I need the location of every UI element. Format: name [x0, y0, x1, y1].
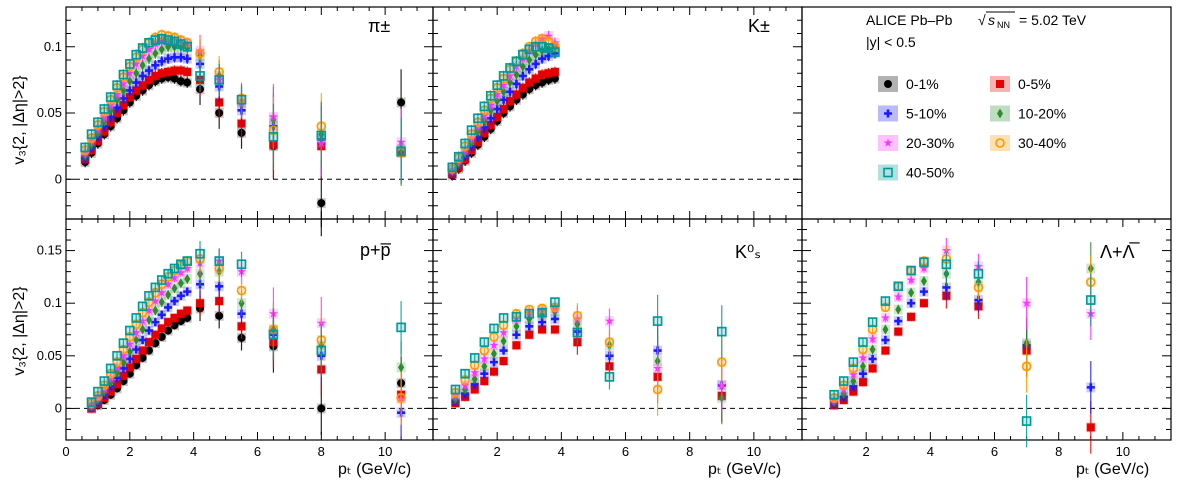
data-point [183, 68, 191, 76]
y-tick-label: 0 [55, 171, 62, 186]
data-point [859, 378, 867, 386]
panel-title: K± [748, 16, 770, 36]
data-point [525, 331, 533, 339]
panel-5: 2 4 6 8 10 Λ+Λ̅ [802, 219, 1171, 459]
legend-header-rapidity: |y| < 0.5 [866, 34, 916, 50]
y-axis-label-bottom-text: v₃{2, |Δη|>2} [11, 286, 28, 376]
x-tick-label: 8 [686, 444, 693, 459]
panel-title: π± [368, 16, 390, 36]
data-point [920, 299, 928, 307]
panel-2: K± [433, 7, 802, 219]
legend-item-30-40%: 30-40% [990, 135, 1066, 151]
panels: 0 0.05 0.1 π± K± 0 2 4 6 8 10 0 0.05 0.1 0.15 p+p̅ 2 4 6 8 1… [37, 7, 1171, 459]
legend-label: 5-10% [906, 106, 946, 122]
legend-label: 10-20% [1018, 106, 1066, 122]
panel-3: 0 2 4 6 8 10 0 0.05 0.1 0.15 p+p̅ [37, 219, 433, 459]
panel-4: 2 4 6 8 10 K⁰ₛ [433, 219, 802, 459]
legend-frame [802, 7, 1171, 219]
legend-marker [884, 80, 892, 88]
x-tick-label: 4 [558, 444, 565, 459]
data-point [551, 68, 559, 76]
x-tick-label: 8 [318, 444, 325, 459]
y-tick-label: 0.1 [44, 39, 62, 54]
data-point [196, 299, 204, 307]
data-point [512, 341, 520, 349]
series-0-5% [830, 283, 1096, 453]
legend-label: 0-1% [906, 76, 939, 92]
x-tick-label: 10 [747, 444, 761, 459]
x-axis-label-1: pₜ (GeV/c) [338, 461, 411, 478]
energy-value: = 5.02 TeV [1019, 12, 1087, 28]
series-0-5% [87, 288, 406, 421]
panel-title: Λ+Λ̅ [1100, 242, 1141, 262]
sqrt-symbol: √ [978, 12, 986, 28]
legend-label: 40-50% [906, 165, 954, 181]
energy-label: √ s NN = 5.02 TeV [978, 12, 1087, 30]
data-point [490, 368, 498, 376]
data-point [317, 404, 325, 412]
panel-title: K⁰ₛ [735, 242, 761, 262]
legend-syst-box [878, 165, 898, 181]
x-tick-label: 0 [62, 444, 69, 459]
x-tick-label: 6 [622, 444, 629, 459]
y-axis-label: v₃{2, |Δη|>2} [11, 75, 28, 165]
legend-item-10-20%: 10-20% [990, 106, 1066, 122]
y-axis-label-top: v₃{2, |Δη|>2} [11, 75, 28, 165]
panel-title: p+p̅ [360, 240, 392, 260]
legend-panel: ALICE Pb–Pb √ s NN = 5.02 TeV |y| < 0.5 … [866, 12, 1087, 181]
legend-label: 20-30% [906, 135, 954, 151]
series-20-30% [87, 248, 406, 425]
x-tick-label: 4 [927, 444, 934, 459]
sqrt-s: s [988, 12, 995, 28]
legend-label: 0-5% [1018, 76, 1051, 92]
x-tick-label: 8 [1055, 444, 1062, 459]
x-tick-label: 2 [494, 444, 501, 459]
legend-marker [996, 80, 1004, 88]
y-tick-label: 0.1 [44, 295, 62, 310]
legend-label: 30-40% [1018, 135, 1066, 151]
data-point [894, 328, 902, 336]
x-tick-label: 2 [863, 444, 870, 459]
x-axis-label-2: pₜ (GeV/c) [708, 461, 781, 478]
y-tick-label: 0.05 [37, 348, 62, 363]
legend-header-experiment: ALICE Pb–Pb [866, 12, 953, 28]
data-point [500, 357, 508, 365]
legend-syst-box [990, 135, 1010, 151]
x-tick-label: 2 [126, 444, 133, 459]
data-point [317, 199, 325, 207]
x-axis-label-3: pₜ (GeV/c) [1076, 461, 1149, 478]
legend-item-5-10%: 5-10% [878, 106, 946, 122]
sqrt-nn: NN [997, 20, 1010, 30]
data-point [183, 79, 191, 87]
y-tick-label: 0 [55, 400, 62, 415]
data-point [881, 347, 889, 355]
panel-1: 0 0.05 0.1 π± [37, 7, 433, 236]
y-tick-label: 0.05 [37, 105, 62, 120]
legend-item-0-5%: 0-5% [990, 76, 1051, 92]
legend-item-40-50%: 40-50% [878, 165, 954, 181]
x-tick-label: 10 [378, 444, 392, 459]
y-tick-label: 0.15 [37, 243, 62, 258]
series-5-10% [830, 275, 1096, 414]
x-tick-label: 4 [190, 444, 197, 459]
x-tick-label: 10 [1116, 444, 1130, 459]
data-point [397, 98, 405, 106]
y-axis-label-bottom: v₃{2, |Δη|>2} [11, 286, 28, 376]
legend-item-0-1%: 0-1% [878, 76, 939, 92]
data-point [1087, 423, 1095, 431]
legend-items: 0-1% 0-5% 5-10% 10-20% 20-30% 30-40% 40-50% [878, 76, 1066, 181]
x-tick-label: 6 [991, 444, 998, 459]
legend-item-20-30%: 20-30% [878, 135, 954, 151]
x-tick-label: 6 [254, 444, 261, 459]
data-point [183, 307, 191, 315]
data-point [907, 313, 915, 321]
data-point [551, 326, 559, 334]
data-point [869, 364, 877, 372]
